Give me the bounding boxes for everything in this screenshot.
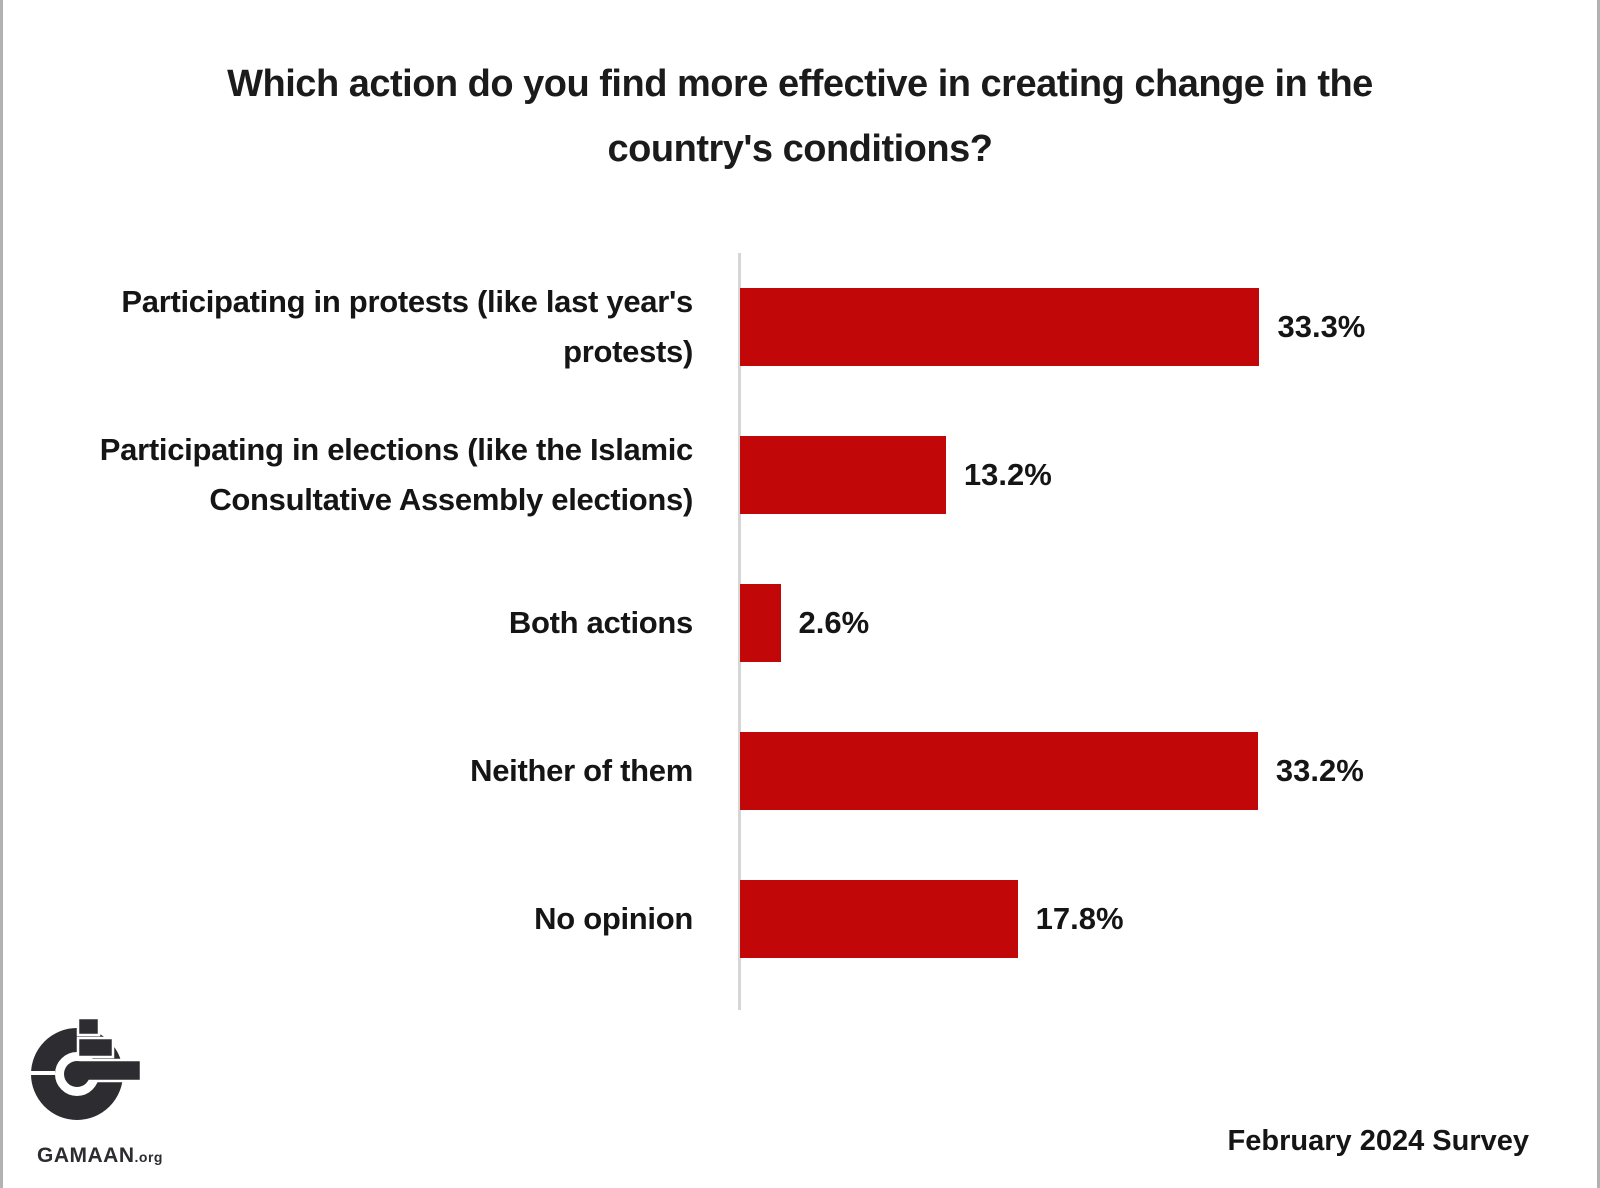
y-axis-line xyxy=(738,253,741,1010)
bar xyxy=(740,880,1018,958)
value-label: 33.3% xyxy=(1277,309,1366,344)
chart-row: Neither of them 33.2% xyxy=(3,697,1597,845)
category-label: Participating in protests (like last yea… xyxy=(121,284,693,369)
bar-area: 13.2% xyxy=(740,436,1597,514)
survey-date-note: February 2024 Survey xyxy=(1227,1125,1529,1157)
value-label: 17.8% xyxy=(1035,901,1124,936)
bar xyxy=(740,288,1260,366)
value-label: 13.2% xyxy=(963,457,1052,492)
bar xyxy=(740,584,781,662)
category-label: Participating in elections (like the Isl… xyxy=(99,432,694,517)
bar xyxy=(740,732,1258,810)
bar-area: 17.8% xyxy=(740,880,1597,958)
gamaan-logo: GAMAAN.org xyxy=(31,1016,163,1168)
chart-title: Which action do you find more effective … xyxy=(227,63,1373,170)
bar-area: 33.2% xyxy=(740,732,1597,810)
chart-row: Participating in elections (like the Isl… xyxy=(3,401,1597,549)
gamaan-logo-name: GAMAAN xyxy=(37,1144,135,1167)
bar xyxy=(740,436,946,514)
value-label: 2.6% xyxy=(798,605,870,640)
bar-area: 2.6% xyxy=(740,584,1597,662)
gamaan-logo-suffix: .org xyxy=(134,1149,163,1165)
category-label: Both actions xyxy=(508,605,693,641)
category-label: Neither of them xyxy=(470,753,693,789)
category-label: No opinion xyxy=(534,901,693,937)
gamaan-logo-caption: GAMAAN.org xyxy=(37,1144,163,1168)
gamaan-logo-icon xyxy=(31,1016,143,1120)
chart-row: Participating in protests (like last yea… xyxy=(3,253,1597,401)
value-label: 33.2% xyxy=(1275,753,1364,788)
bar-area: 33.3% xyxy=(740,288,1597,366)
chart-row: Both actions 2.6% xyxy=(3,549,1597,697)
bar-rows: Participating in protests (like last yea… xyxy=(3,253,1597,993)
chart-row: No opinion 17.8% xyxy=(3,845,1597,993)
